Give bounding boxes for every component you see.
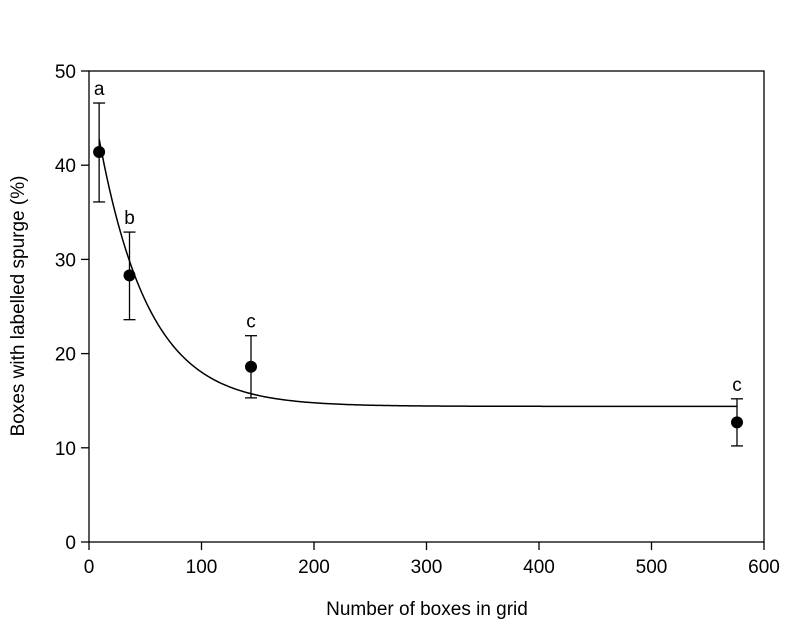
group-label: c [246,312,256,333]
data-point [245,360,257,373]
data-point [123,269,136,282]
y-tick-label: 20 [55,345,76,366]
data-point [93,146,106,159]
group-label: b [124,208,135,229]
plot-frame [88,70,765,543]
group-label: a [94,79,105,100]
y-tick-label: 50 [55,62,76,83]
group-label: c [732,375,742,396]
y-tick-label: 30 [55,250,76,271]
x-tick-label: 600 [748,557,780,578]
y-axis-title: Boxes with labelled spurge (%) [8,176,29,437]
y-tick-label: 10 [55,439,76,460]
x-tick-label: 300 [411,557,443,578]
y-tick-label: 0 [65,533,76,554]
y-tick-label: 40 [55,156,76,177]
x-tick-label: 400 [523,557,555,578]
x-tick-label: 0 [84,557,95,578]
fit-curve [98,138,737,408]
x-tick-label: 100 [186,557,218,578]
plot-area: 0 100 200 300 400 500 600 0 10 20 30 40 50 a b c c [55,62,780,578]
x-tick-label: 500 [636,557,668,578]
x-axis-title: Number of boxes in grid [326,599,528,620]
x-tick-label: 200 [298,557,330,578]
data-point [731,416,743,429]
